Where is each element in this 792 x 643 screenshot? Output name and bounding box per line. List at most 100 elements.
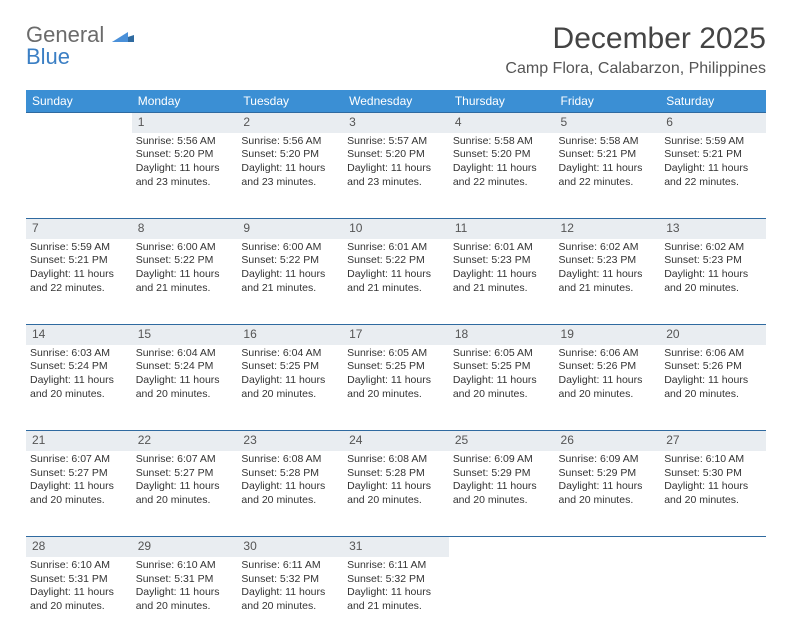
day2-text: and 20 minutes. (30, 600, 128, 614)
day-number-cell: 23 (237, 431, 343, 451)
day-cell: Sunrise: 6:09 AMSunset: 5:29 PMDaylight:… (555, 451, 661, 537)
weekday-header: Saturday (660, 90, 766, 113)
day2-text: and 20 minutes. (664, 388, 762, 402)
day1-text: Daylight: 11 hours (559, 374, 657, 388)
day2-text: and 22 minutes. (664, 176, 762, 190)
sunrise-text: Sunrise: 5:56 AM (136, 135, 234, 149)
day-number-cell (660, 537, 766, 557)
sunset-text: Sunset: 5:27 PM (30, 467, 128, 481)
day-number-row: 14151617181920 (26, 325, 766, 345)
sunset-text: Sunset: 5:22 PM (347, 254, 445, 268)
sunrise-text: Sunrise: 6:11 AM (241, 559, 339, 573)
day-cell: Sunrise: 6:09 AMSunset: 5:29 PMDaylight:… (449, 451, 555, 537)
sunrise-text: Sunrise: 6:07 AM (30, 453, 128, 467)
day-number-row: 21222324252627 (26, 431, 766, 451)
sunrise-text: Sunrise: 6:08 AM (241, 453, 339, 467)
sunset-text: Sunset: 5:24 PM (136, 360, 234, 374)
brand-word-2: Blue (26, 44, 134, 70)
sunrise-text: Sunrise: 6:04 AM (136, 347, 234, 361)
sunrise-text: Sunrise: 6:06 AM (664, 347, 762, 361)
day1-text: Daylight: 11 hours (453, 374, 551, 388)
day-cell: Sunrise: 6:11 AMSunset: 5:32 PMDaylight:… (237, 557, 343, 643)
day-cell: Sunrise: 6:00 AMSunset: 5:22 PMDaylight:… (132, 239, 238, 325)
day1-text: Daylight: 11 hours (241, 268, 339, 282)
sunrise-text: Sunrise: 6:07 AM (136, 453, 234, 467)
sunrise-text: Sunrise: 6:05 AM (453, 347, 551, 361)
sunrise-text: Sunrise: 6:08 AM (347, 453, 445, 467)
brand-logo: General Blue (26, 22, 134, 70)
day-cell: Sunrise: 6:00 AMSunset: 5:22 PMDaylight:… (237, 239, 343, 325)
sunrise-text: Sunrise: 6:11 AM (347, 559, 445, 573)
day-content-row: Sunrise: 5:59 AMSunset: 5:21 PMDaylight:… (26, 239, 766, 325)
day1-text: Daylight: 11 hours (664, 162, 762, 176)
day2-text: and 20 minutes. (664, 282, 762, 296)
sunset-text: Sunset: 5:32 PM (347, 573, 445, 587)
day2-text: and 23 minutes. (241, 176, 339, 190)
sunset-text: Sunset: 5:23 PM (559, 254, 657, 268)
sunrise-text: Sunrise: 5:59 AM (664, 135, 762, 149)
sunset-text: Sunset: 5:25 PM (453, 360, 551, 374)
day-cell (26, 133, 132, 219)
day-content-row: Sunrise: 5:56 AMSunset: 5:20 PMDaylight:… (26, 133, 766, 219)
day2-text: and 20 minutes. (347, 494, 445, 508)
sunset-text: Sunset: 5:25 PM (241, 360, 339, 374)
day2-text: and 20 minutes. (30, 388, 128, 402)
sunset-text: Sunset: 5:22 PM (241, 254, 339, 268)
sunrise-text: Sunrise: 5:59 AM (30, 241, 128, 255)
weekday-header-row: Sunday Monday Tuesday Wednesday Thursday… (26, 90, 766, 113)
day-cell (660, 557, 766, 643)
day2-text: and 20 minutes. (559, 388, 657, 402)
weekday-header: Thursday (449, 90, 555, 113)
day-number-cell: 20 (660, 325, 766, 345)
day2-text: and 20 minutes. (453, 388, 551, 402)
day1-text: Daylight: 11 hours (347, 268, 445, 282)
day1-text: Daylight: 11 hours (347, 586, 445, 600)
day-number-cell: 6 (660, 113, 766, 133)
day1-text: Daylight: 11 hours (559, 480, 657, 494)
sunset-text: Sunset: 5:23 PM (453, 254, 551, 268)
day-number-cell: 19 (555, 325, 661, 345)
sunset-text: Sunset: 5:20 PM (241, 148, 339, 162)
day2-text: and 20 minutes. (664, 494, 762, 508)
day1-text: Daylight: 11 hours (559, 162, 657, 176)
sunrise-text: Sunrise: 5:56 AM (241, 135, 339, 149)
day1-text: Daylight: 11 hours (664, 374, 762, 388)
day-number-cell: 12 (555, 219, 661, 239)
day2-text: and 20 minutes. (136, 600, 234, 614)
day2-text: and 22 minutes. (559, 176, 657, 190)
day-cell: Sunrise: 6:10 AMSunset: 5:31 PMDaylight:… (26, 557, 132, 643)
day1-text: Daylight: 11 hours (30, 480, 128, 494)
day2-text: and 21 minutes. (453, 282, 551, 296)
sunset-text: Sunset: 5:21 PM (664, 148, 762, 162)
day-number-cell: 17 (343, 325, 449, 345)
day-cell: Sunrise: 6:01 AMSunset: 5:23 PMDaylight:… (449, 239, 555, 325)
day-number-cell: 7 (26, 219, 132, 239)
day-number-cell (449, 537, 555, 557)
day2-text: and 20 minutes. (241, 600, 339, 614)
day-number-cell: 13 (660, 219, 766, 239)
day-cell: Sunrise: 6:05 AMSunset: 5:25 PMDaylight:… (343, 345, 449, 431)
calendar-body: 123456Sunrise: 5:56 AMSunset: 5:20 PMDay… (26, 113, 766, 643)
calendar-table: Sunday Monday Tuesday Wednesday Thursday… (26, 90, 766, 643)
day1-text: Daylight: 11 hours (30, 268, 128, 282)
sunrise-text: Sunrise: 5:58 AM (559, 135, 657, 149)
day-cell: Sunrise: 6:04 AMSunset: 5:24 PMDaylight:… (132, 345, 238, 431)
sunrise-text: Sunrise: 6:10 AM (136, 559, 234, 573)
day-number-cell: 8 (132, 219, 238, 239)
day2-text: and 20 minutes. (136, 494, 234, 508)
day-number-cell: 31 (343, 537, 449, 557)
day-number-row: 123456 (26, 113, 766, 133)
day1-text: Daylight: 11 hours (241, 162, 339, 176)
header: General Blue December 2025 Camp Flora, C… (26, 22, 766, 78)
day2-text: and 21 minutes. (347, 282, 445, 296)
page-title: December 2025 (505, 22, 766, 56)
sunset-text: Sunset: 5:20 PM (136, 148, 234, 162)
sunset-text: Sunset: 5:29 PM (559, 467, 657, 481)
day1-text: Daylight: 11 hours (136, 162, 234, 176)
sunset-text: Sunset: 5:31 PM (136, 573, 234, 587)
sunset-text: Sunset: 5:27 PM (136, 467, 234, 481)
sunset-text: Sunset: 5:32 PM (241, 573, 339, 587)
weekday-header: Friday (555, 90, 661, 113)
sunset-text: Sunset: 5:30 PM (664, 467, 762, 481)
day1-text: Daylight: 11 hours (453, 480, 551, 494)
